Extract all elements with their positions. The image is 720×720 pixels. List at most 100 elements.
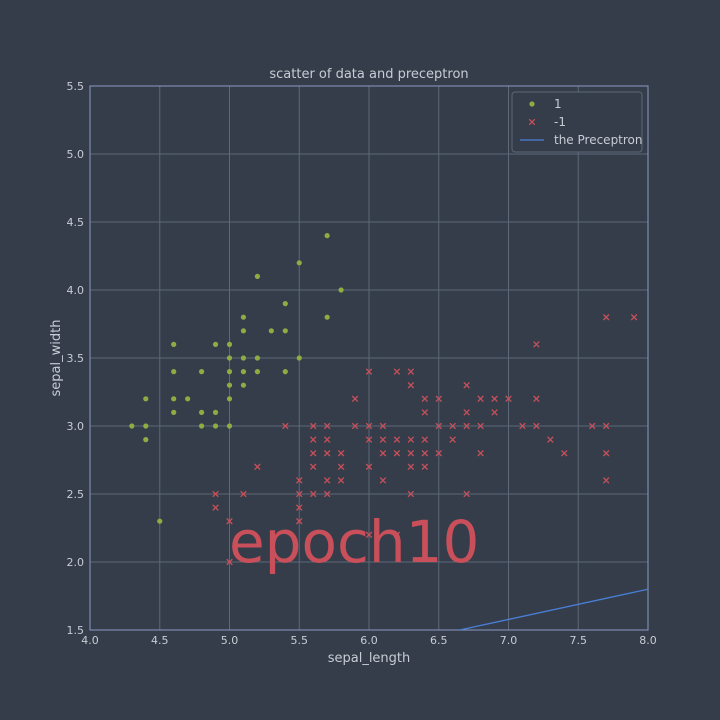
- class-neg1-point: [351, 422, 359, 430]
- class-neg1-point: [491, 395, 498, 403]
- y-tick-label: 3.5: [67, 352, 85, 365]
- class-neg1-point: [379, 449, 387, 457]
- y-tick-label: 5.0: [67, 148, 85, 161]
- class-neg1-point: [337, 463, 345, 471]
- class-1-point: [254, 369, 260, 375]
- class-1-point: [324, 314, 330, 320]
- class-neg1-point: [337, 449, 345, 457]
- class-neg1-point: [421, 463, 429, 471]
- legend-entry-perceptron-label: the Preceptron: [554, 133, 643, 147]
- class-neg1-point: [295, 517, 303, 525]
- class-neg1-point: [365, 368, 373, 375]
- class-neg1-point: [630, 313, 638, 321]
- x-tick-label: 6.0: [360, 634, 378, 647]
- class-neg1-point: [421, 409, 429, 416]
- class-1-point: [157, 518, 163, 524]
- class-neg1-point: [337, 477, 345, 484]
- class-neg1-point: [240, 490, 247, 498]
- class-neg1-point: [254, 463, 261, 471]
- class-1-point: [254, 355, 260, 361]
- class-neg1-point: [519, 422, 526, 430]
- class-neg1-point: [309, 463, 317, 471]
- plot-frame: [89, 85, 649, 631]
- class-neg1-point: [435, 395, 443, 403]
- class-neg1-point: [407, 449, 415, 457]
- class-neg1-point: [309, 422, 317, 430]
- y-tick-label: 5.5: [67, 80, 85, 93]
- class-1-point: [171, 369, 177, 375]
- class-neg1-point: [421, 395, 429, 403]
- class-neg1-point: [393, 449, 401, 457]
- class-1-point: [240, 328, 247, 334]
- class-neg1-point: [407, 381, 415, 389]
- class-neg1-point: [449, 436, 456, 443]
- class-1-point: [226, 355, 233, 361]
- class-neg1-point: [212, 490, 219, 498]
- class-1-point: [143, 423, 149, 429]
- class-neg1-point: [491, 409, 498, 416]
- epoch-annotation: epoch10: [229, 508, 479, 576]
- class-neg1-point: [393, 368, 401, 375]
- class-neg1-point: [435, 449, 443, 457]
- class-1-point: [199, 423, 205, 429]
- class-1-point: [226, 369, 233, 375]
- class-1-point: [226, 396, 233, 402]
- class-1-point: [338, 287, 344, 293]
- class-1-point: [226, 382, 233, 388]
- class-neg1-point: [282, 422, 289, 430]
- perceptron-line: [459, 588, 648, 630]
- class-neg1-point: [393, 531, 401, 539]
- class-1-point: [240, 382, 247, 388]
- class-neg1-point: [435, 422, 443, 430]
- legend-entry-class-1-label: 1: [554, 97, 562, 111]
- class-1-point: [282, 369, 288, 375]
- class-neg1-point: [449, 422, 456, 430]
- class-neg1-point: [393, 436, 401, 443]
- class-1-point: [212, 423, 219, 429]
- class-1-point: [212, 341, 219, 347]
- class-neg1-point: [602, 477, 610, 484]
- y-tick-label: 4.5: [67, 216, 85, 229]
- class-neg1-point: [295, 490, 303, 498]
- class-1-point: [240, 314, 247, 320]
- class-neg1-point: [477, 395, 484, 403]
- class-1-point: [143, 437, 149, 443]
- y-tick-label: 2.0: [67, 556, 85, 569]
- class-neg1-point: [407, 436, 415, 443]
- class-1-point: [240, 369, 247, 375]
- x-tick-label: 8.0: [639, 634, 657, 647]
- class-neg1-point: [295, 504, 303, 511]
- class-1-point: [240, 355, 247, 361]
- y-tick-label: 4.0: [67, 284, 85, 297]
- x-tick-label: 4.5: [151, 634, 169, 647]
- class-1-point: [171, 341, 177, 347]
- class-1-point: [171, 409, 177, 415]
- class-neg1-point: [505, 395, 512, 403]
- x-tick-label: 7.5: [570, 634, 588, 647]
- class-1-point: [296, 260, 302, 266]
- class-neg1-point: [421, 436, 429, 443]
- class-neg1-point: [379, 477, 387, 484]
- class-neg1-point: [407, 368, 415, 375]
- legend: 1 -1 the Preceptron: [511, 91, 643, 153]
- class-neg1-point: [421, 449, 429, 457]
- class-1-point: [212, 409, 219, 415]
- class-neg1-point: [379, 436, 387, 443]
- class-1-point: [324, 233, 330, 239]
- class-neg1-point: [295, 477, 303, 484]
- class-1-point: [199, 409, 205, 415]
- class-neg1-point: [463, 409, 470, 416]
- y-tick-label: 1.5: [67, 624, 85, 637]
- axis-ticks: 4.0 4.5 5.0 5.5 6.0 6.5 7.0 7.5 8.0 1.5 2.0 2.5 3.0 3…: [67, 80, 657, 647]
- class-1-point: [199, 369, 205, 375]
- class-1-point: [282, 301, 288, 307]
- legend-entry-class-1-marker: [529, 101, 535, 107]
- class-neg1-point: [365, 531, 373, 539]
- class-neg1-point: [463, 381, 470, 389]
- class-neg1-point: [477, 422, 484, 430]
- class-neg1-point: [365, 436, 373, 443]
- x-tick-label: 6.5: [430, 634, 448, 647]
- y-axis-label: sepal_width: [49, 320, 64, 397]
- class-neg1-point: [533, 422, 540, 430]
